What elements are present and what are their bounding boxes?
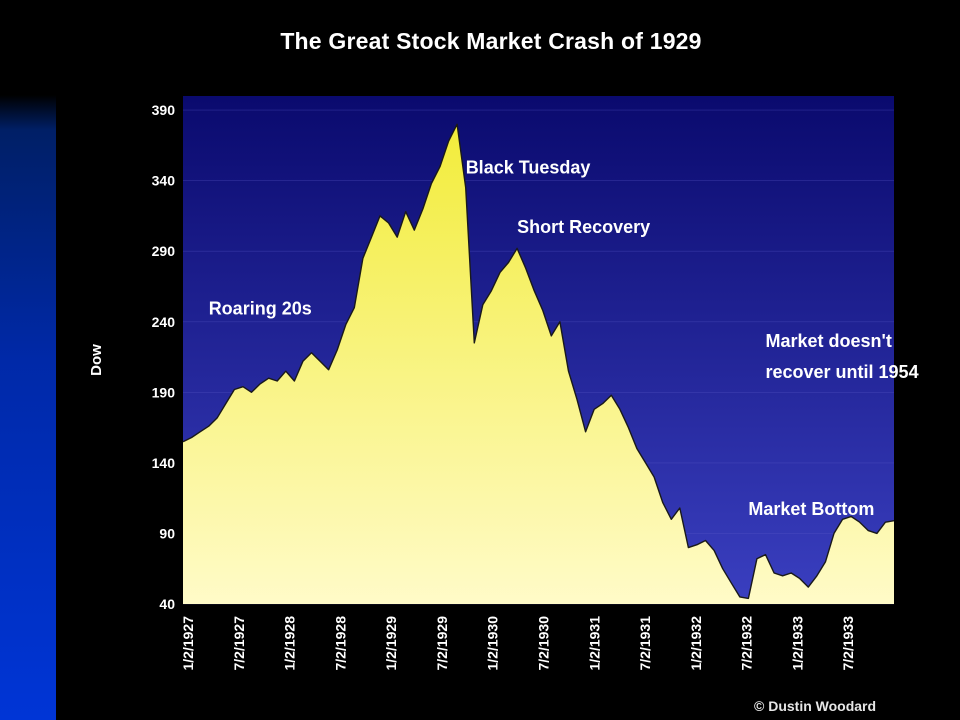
annotation-2: Short Recovery (517, 217, 650, 237)
x-tick-label-1: 7/2/1927 (231, 616, 247, 671)
x-tick-label-12: 1/2/1933 (789, 616, 805, 671)
chart-title: The Great Stock Market Crash of 1929 (280, 28, 702, 54)
y-tick-label-1: 90 (159, 525, 175, 541)
x-tick-label-8: 1/2/1931 (586, 616, 602, 671)
y-tick-label-7: 390 (152, 102, 176, 118)
side-decoration-strip (0, 0, 56, 720)
annotation-5: Market Bottom (748, 499, 874, 519)
y-tick-label-2: 140 (152, 455, 176, 471)
dow-line (182, 123, 895, 600)
y-tick-label-0: 40 (159, 596, 175, 612)
right-edge (926, 0, 960, 720)
x-tick-label-10: 1/2/1932 (688, 616, 704, 671)
x-tick-label-2: 1/2/1928 (282, 616, 298, 671)
x-tick-label-13: 7/2/1933 (840, 616, 856, 671)
chart-svg: 40 90 140 190 240 290 340 390 Dow 1/2/1927 7/2/192… (88, 96, 919, 671)
annotation-1: Black Tuesday (466, 158, 591, 178)
copyright-credit: © Dustin Woodard (754, 698, 877, 714)
x-tick-label-9: 7/2/1931 (637, 616, 653, 671)
x-tick-label-4: 1/2/1929 (383, 616, 399, 671)
chart-panel: The Great Stock Market Crash of 1929 40 9… (58, 4, 924, 716)
y-tick-label-3: 190 (152, 384, 176, 400)
x-tick-label-7: 7/2/1930 (536, 616, 552, 671)
x-tick-label-0: 1/2/1927 (180, 616, 196, 671)
annotation-4: recover until 1954 (766, 362, 919, 382)
x-tick-label-6: 1/2/1930 (485, 616, 501, 671)
y-axis-label: Dow (88, 344, 105, 376)
y-tick-label-5: 290 (152, 243, 176, 259)
dow-area (183, 124, 894, 604)
x-tick-label-3: 7/2/1928 (332, 616, 348, 671)
y-tick-label-4: 240 (152, 314, 176, 330)
x-tick-label-11: 7/2/1932 (739, 616, 755, 671)
x-tick-label-5: 7/2/1929 (434, 616, 450, 671)
annotation-3: Market doesn't (766, 331, 892, 351)
y-tick-label-6: 340 (152, 173, 176, 189)
annotation-0: Roaring 20s (209, 299, 312, 319)
